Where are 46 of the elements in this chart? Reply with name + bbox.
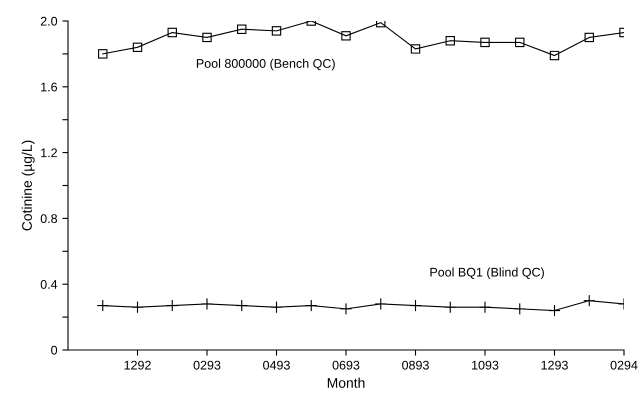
- point: [132, 42, 142, 52]
- x-tick-label: 0294: [610, 360, 638, 370]
- point: [514, 302, 526, 315]
- y-tick-label: 0: [51, 346, 58, 355]
- y-tick-label: 2.0: [40, 16, 58, 26]
- point: [515, 38, 524, 48]
- point: [237, 24, 246, 34]
- point: [584, 32, 594, 42]
- x-tick-label: 0893: [402, 360, 429, 370]
- point: [168, 28, 177, 38]
- point: [374, 298, 387, 310]
- series-label: Pool 800000 (Bench QC): [196, 58, 335, 70]
- y-axis-title: Cotinine (µg/L): [22, 140, 35, 230]
- x-tick-label: 1292: [124, 360, 151, 370]
- x-tick-label: 1293: [542, 360, 568, 370]
- point: [446, 36, 455, 46]
- point: [202, 32, 212, 42]
- point: [305, 299, 318, 312]
- point: [272, 26, 282, 36]
- point: [98, 49, 108, 59]
- y-tick-label: 0.8: [40, 214, 58, 224]
- point: [583, 294, 596, 307]
- point: [270, 301, 283, 314]
- point: [236, 299, 248, 312]
- y-tick-label: 1.6: [41, 82, 58, 92]
- y-tick-label: 0.4: [40, 280, 58, 289]
- point: [410, 44, 420, 54]
- x-tick-label: 1093: [472, 360, 498, 370]
- x-tick-label: 0693: [332, 360, 360, 370]
- point: [200, 298, 214, 310]
- point: [340, 302, 352, 315]
- x-tick-label: 0293: [194, 360, 220, 370]
- x-tick-label: 0493: [263, 360, 290, 370]
- point: [166, 299, 178, 312]
- point: [96, 299, 109, 312]
- point: [548, 304, 561, 317]
- point: [341, 31, 351, 41]
- point: [550, 50, 560, 60]
- point: [444, 301, 456, 314]
- x-axis-title: Month: [328, 378, 364, 388]
- point: [131, 301, 144, 314]
- point: [478, 301, 492, 314]
- point: [480, 38, 490, 48]
- point: [409, 299, 422, 312]
- y-tick-label: 1.2: [41, 148, 57, 158]
- text: Pool BQ1 (Blind QC): [430, 267, 544, 280]
